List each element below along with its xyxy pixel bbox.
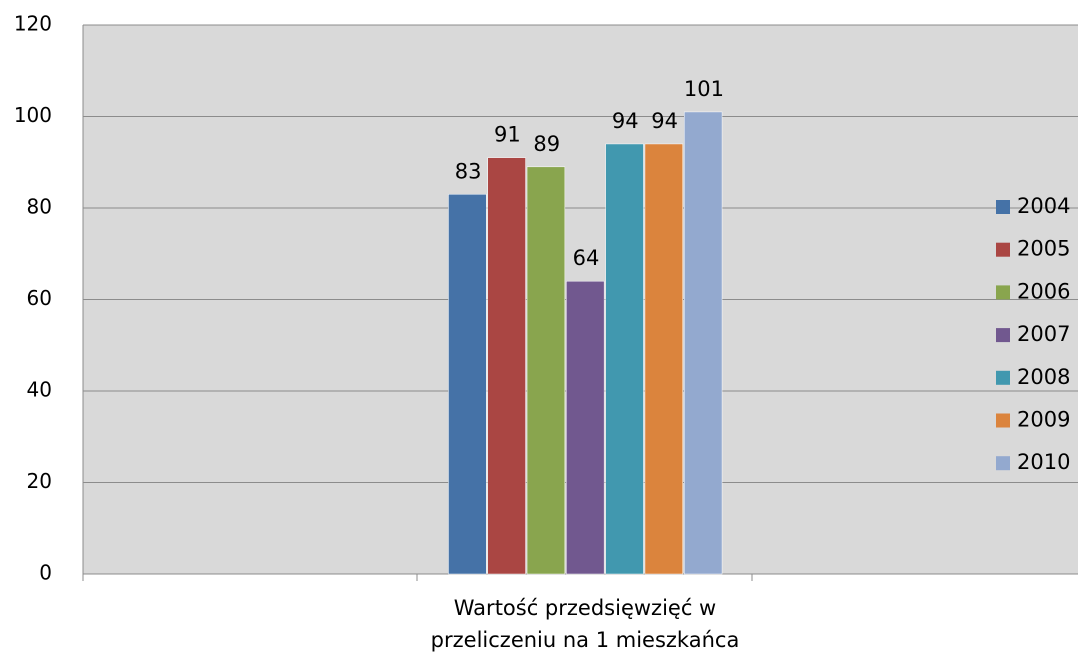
bar — [526, 166, 566, 575]
data-label: 94 — [651, 109, 678, 133]
legend-label: 2004 — [1017, 194, 1070, 218]
y-tick-label: 100 — [14, 103, 52, 127]
legend-swatch — [996, 200, 1010, 214]
legend-label: 2009 — [1017, 408, 1070, 432]
y-tick-label: 40 — [27, 378, 52, 402]
legend-label: 2006 — [1017, 279, 1070, 303]
bar — [684, 111, 723, 575]
data-label: 83 — [455, 159, 482, 183]
data-label: 94 — [612, 109, 639, 133]
bar — [644, 143, 684, 575]
bar — [448, 194, 487, 575]
legend-label: 2005 — [1017, 237, 1070, 261]
data-label: 91 — [494, 123, 521, 147]
bar — [566, 280, 605, 575]
bar — [487, 157, 526, 575]
legend-swatch — [996, 328, 1010, 343]
legend-swatch — [996, 370, 1010, 385]
legend-swatch — [996, 456, 1010, 471]
data-label: 64 — [573, 246, 600, 270]
y-tick-label: 80 — [27, 195, 52, 219]
y-tick-label: 120 — [14, 12, 52, 36]
legend-label: 2010 — [1017, 450, 1070, 474]
data-label: 101 — [684, 77, 724, 101]
x-tick-label: Wartość przedsięwzięć w przeliczeniu na … — [430, 596, 740, 652]
legend-swatch — [996, 413, 1010, 428]
legend-swatch — [996, 242, 1010, 257]
y-tick-label: 60 — [27, 286, 52, 310]
y-tick-label: 20 — [27, 469, 52, 493]
legend-label: 2008 — [1017, 365, 1070, 389]
y-tick-label: 0 — [39, 561, 52, 585]
legend-label: 2007 — [1017, 322, 1070, 346]
data-label: 89 — [533, 132, 560, 156]
bar — [605, 143, 644, 575]
legend-swatch — [996, 285, 1010, 300]
